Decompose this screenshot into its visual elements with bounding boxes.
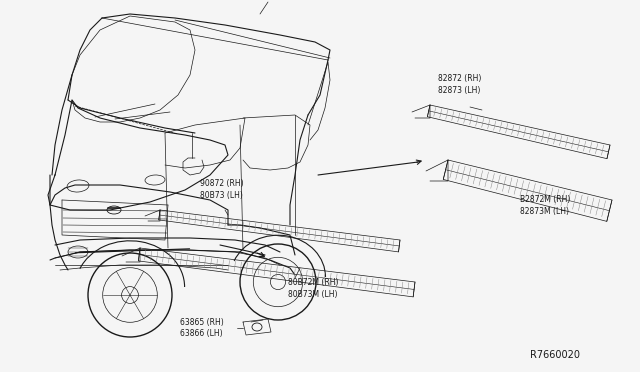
- Text: 80B72M (RH)
80B73M (LH): 80B72M (RH) 80B73M (LH): [288, 278, 339, 299]
- Text: R7660020: R7660020: [530, 350, 580, 360]
- Text: B2872M (RH)
82873M (LH): B2872M (RH) 82873M (LH): [520, 195, 570, 216]
- Text: 90872 (RH)
80B73 (LH): 90872 (RH) 80B73 (LH): [200, 179, 244, 200]
- Text: 82872 (RH)
82873 (LH): 82872 (RH) 82873 (LH): [438, 74, 481, 95]
- Text: 63865 (RH)
63866 (LH): 63865 (RH) 63866 (LH): [180, 318, 224, 339]
